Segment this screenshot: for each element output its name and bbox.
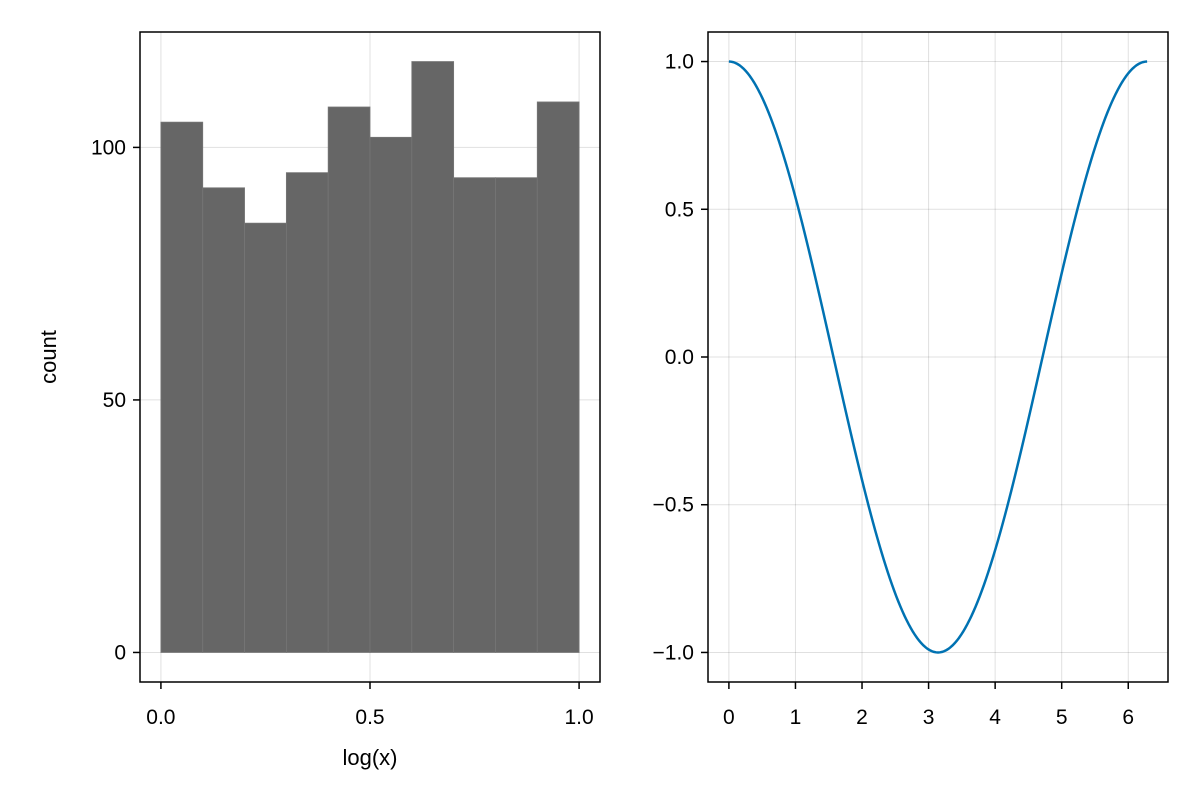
line-y-tick-label: −0.5 bbox=[653, 494, 694, 517]
histogram-x-tick-label: 0.0 bbox=[146, 706, 175, 729]
line-x-tick-label: 3 bbox=[923, 706, 935, 729]
line-y-tick-label: 0.0 bbox=[665, 346, 694, 369]
line-y-tick-label: −1.0 bbox=[653, 641, 694, 664]
line-series-cos bbox=[728, 60, 1148, 654]
histogram-y-axis-label: count bbox=[36, 330, 61, 384]
histogram-y-tick-label: 100 bbox=[91, 136, 126, 159]
line-x-tick-label: 2 bbox=[856, 706, 868, 729]
histogram-ticks: 0.0 0.5 1.0 0 50 100 bbox=[91, 136, 594, 729]
histogram-y-tick-label: 0 bbox=[114, 641, 126, 664]
histogram-x-tick-label: 1.0 bbox=[564, 706, 593, 729]
line-y-tick-label: 1.0 bbox=[665, 51, 694, 74]
histogram-x-tick-label: 0.5 bbox=[355, 706, 384, 729]
histogram-bar bbox=[160, 121, 204, 653]
histogram-bar bbox=[495, 177, 538, 653]
line-y-tick-label: 0.5 bbox=[665, 198, 694, 221]
histogram-bar bbox=[285, 172, 329, 653]
line-grid bbox=[708, 32, 1168, 682]
histogram-bar bbox=[244, 222, 287, 653]
histogram-bars bbox=[160, 61, 580, 653]
histogram-bar bbox=[453, 177, 496, 653]
histogram-bar bbox=[202, 187, 245, 653]
histogram-y-tick-label: 50 bbox=[103, 389, 126, 412]
line-x-tick-label: 0 bbox=[723, 706, 735, 729]
histogram-panel: 0.0 0.5 1.0 0 50 100 log(x) count bbox=[36, 31, 601, 770]
histogram-bar bbox=[411, 61, 455, 653]
line-panel: 0 1 2 3 4 5 6 −1.0 −0.5 0.0 0.5 1.0 bbox=[653, 31, 1169, 729]
line-x-tick-label: 5 bbox=[1056, 706, 1068, 729]
histogram-bar bbox=[369, 136, 413, 653]
line-x-tick-label: 6 bbox=[1122, 706, 1134, 729]
line-x-tick-label: 1 bbox=[790, 706, 802, 729]
histogram-bar bbox=[536, 101, 580, 653]
line-ticks: 0 1 2 3 4 5 6 −1.0 −0.5 0.0 0.5 1.0 bbox=[653, 51, 1135, 729]
histogram-bar bbox=[327, 106, 371, 653]
histogram-x-axis-label: log(x) bbox=[342, 745, 397, 770]
line-x-tick-label: 4 bbox=[989, 706, 1001, 729]
